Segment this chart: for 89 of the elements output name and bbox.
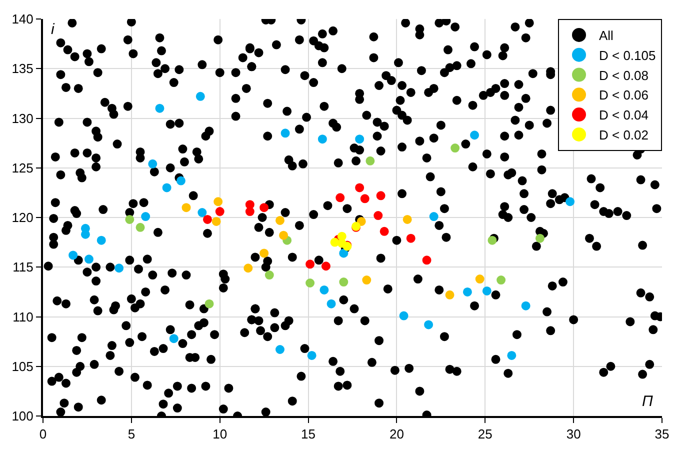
legend-label: D < 0.02 bbox=[599, 128, 649, 143]
point bbox=[306, 260, 315, 269]
y-tick-label: 130 bbox=[12, 110, 34, 126]
x-axis-title: Π bbox=[642, 393, 653, 410]
legend-label: D < 0.08 bbox=[599, 68, 649, 83]
point bbox=[355, 183, 364, 192]
y-axis-title: i bbox=[51, 21, 55, 38]
y-tick-label: 110 bbox=[12, 309, 34, 324]
point bbox=[212, 216, 221, 226]
point bbox=[450, 144, 460, 153]
point bbox=[429, 212, 438, 222]
point bbox=[422, 256, 432, 265]
legend-label: D < 0.04 bbox=[599, 108, 649, 123]
point bbox=[336, 193, 345, 202]
point bbox=[244, 264, 253, 273]
point bbox=[141, 212, 150, 222]
point bbox=[196, 92, 205, 101]
point bbox=[321, 262, 330, 271]
point bbox=[198, 208, 207, 218]
point bbox=[339, 278, 348, 287]
point bbox=[406, 234, 416, 243]
point bbox=[68, 250, 78, 260]
legend-label: All bbox=[599, 28, 614, 44]
point bbox=[306, 278, 315, 288]
point bbox=[320, 285, 329, 294]
y-tick-label: 115 bbox=[12, 260, 34, 275]
x-tick-label: 35 bbox=[654, 426, 670, 442]
y-tick-label: 120 bbox=[12, 210, 34, 226]
point bbox=[482, 286, 492, 296]
point bbox=[114, 264, 124, 273]
point bbox=[362, 276, 372, 285]
point bbox=[136, 222, 145, 232]
legend-label: D < 0.06 bbox=[599, 88, 649, 103]
point bbox=[279, 230, 288, 240]
point bbox=[380, 226, 389, 236]
point bbox=[470, 130, 480, 140]
x-tick-label: 20 bbox=[389, 426, 404, 442]
point bbox=[374, 211, 383, 220]
point bbox=[496, 276, 506, 285]
point bbox=[155, 104, 164, 113]
x-tick-label: 5 bbox=[128, 426, 136, 442]
point bbox=[355, 134, 364, 144]
x-tick-label: 0 bbox=[39, 426, 47, 442]
point bbox=[275, 216, 284, 225]
point bbox=[96, 236, 106, 245]
point bbox=[402, 214, 412, 224]
point bbox=[521, 301, 530, 310]
point bbox=[215, 207, 224, 216]
y-tick-label: 125 bbox=[12, 160, 34, 176]
x-tick-label: 15 bbox=[301, 426, 316, 442]
point bbox=[202, 214, 212, 224]
point bbox=[182, 203, 191, 212]
point bbox=[307, 350, 316, 360]
point bbox=[318, 134, 327, 144]
point bbox=[399, 311, 408, 320]
point bbox=[245, 207, 254, 216]
point bbox=[275, 345, 284, 354]
point bbox=[566, 197, 575, 206]
point bbox=[339, 248, 348, 258]
point bbox=[366, 156, 375, 166]
point bbox=[360, 194, 370, 204]
point bbox=[280, 128, 290, 138]
point bbox=[424, 320, 434, 330]
y-tick-label: 140 bbox=[12, 12, 34, 27]
point bbox=[260, 203, 269, 212]
x-tick-label: 25 bbox=[478, 426, 492, 442]
point bbox=[204, 299, 214, 308]
y-tick-label: 135 bbox=[12, 61, 34, 76]
point bbox=[162, 183, 172, 192]
point bbox=[264, 270, 274, 280]
point bbox=[148, 159, 158, 168]
point bbox=[176, 176, 186, 186]
point bbox=[326, 299, 336, 308]
y-tick-label: 105 bbox=[12, 358, 34, 374]
point bbox=[507, 350, 516, 360]
point bbox=[84, 254, 94, 264]
point bbox=[260, 248, 269, 258]
point bbox=[214, 197, 223, 206]
x-tick-label: 10 bbox=[212, 426, 228, 442]
point bbox=[376, 191, 386, 200]
legend-label: D < 0.105 bbox=[599, 48, 656, 63]
y-tick-label: 100 bbox=[12, 408, 34, 424]
x-tick-label: 30 bbox=[566, 426, 581, 442]
point bbox=[535, 234, 544, 243]
point bbox=[475, 274, 484, 284]
point bbox=[445, 290, 454, 300]
point bbox=[462, 287, 472, 296]
point bbox=[169, 334, 178, 344]
point bbox=[125, 214, 134, 224]
